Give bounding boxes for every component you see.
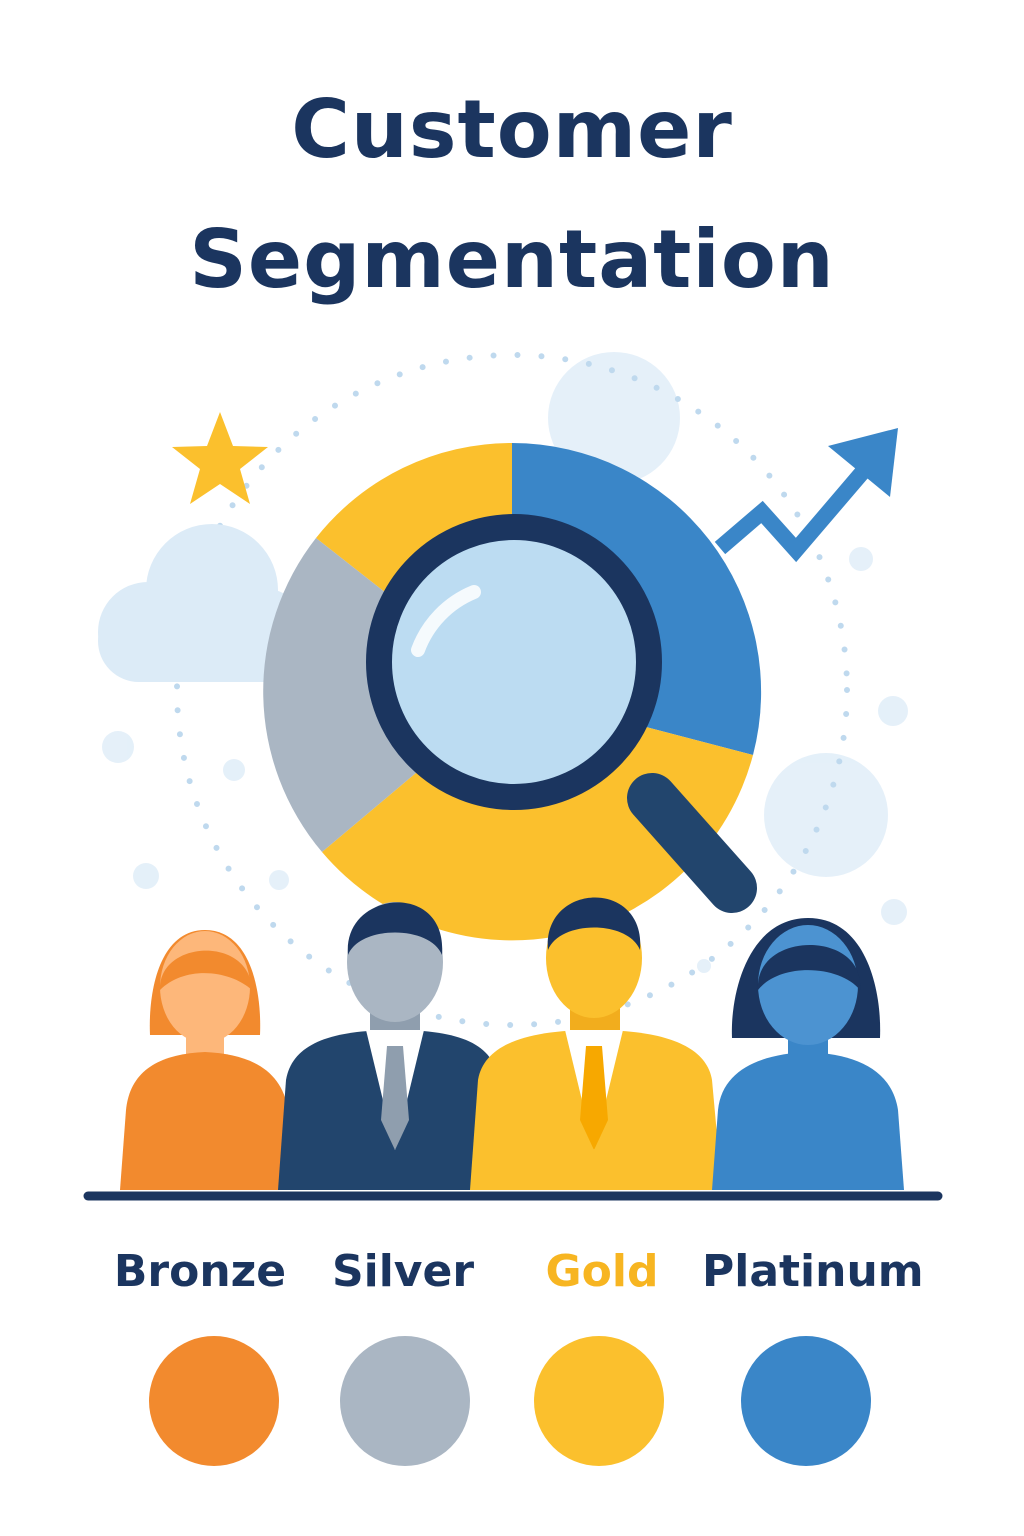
dotted-orbit — [174, 352, 850, 1028]
bubble-large-right — [764, 753, 888, 877]
person-icon — [278, 902, 502, 1190]
star-icon — [172, 412, 268, 504]
person-icon — [712, 918, 904, 1190]
title-line-2: Segmentation — [189, 213, 835, 306]
pie-slice-gold-lower — [322, 692, 753, 941]
bubble-small — [849, 547, 873, 571]
bubble-small — [697, 959, 711, 973]
customer-figures — [120, 897, 904, 1190]
bubble-small — [269, 870, 289, 890]
bubble-small — [102, 731, 134, 763]
tier-color-dot-bronze — [149, 1336, 279, 1466]
bubble-large-top — [548, 352, 680, 484]
bubble-small — [878, 696, 908, 726]
title-line-1: Customer — [291, 83, 733, 176]
bubble-small — [223, 759, 245, 781]
tier-color-dot-silver — [340, 1336, 470, 1466]
tier-color-dot-platinum — [741, 1336, 871, 1466]
person-icon — [470, 897, 722, 1190]
magnifying-glass-icon — [366, 514, 757, 913]
tier-label-bronze: Bronze — [113, 1246, 287, 1297]
cloud-icon — [98, 524, 312, 682]
background-bubbles — [102, 352, 908, 973]
person-icon — [120, 930, 292, 1190]
tier-label-platinum: Platinum — [702, 1246, 924, 1297]
tier-color-dot-gold — [534, 1336, 664, 1466]
tier-label-gold: Gold — [545, 1246, 659, 1297]
trend-up-arrow-icon — [714, 428, 898, 563]
tier-label-silver: Silver — [331, 1246, 475, 1297]
bubble-small — [881, 899, 907, 925]
bubble-small — [133, 863, 159, 889]
